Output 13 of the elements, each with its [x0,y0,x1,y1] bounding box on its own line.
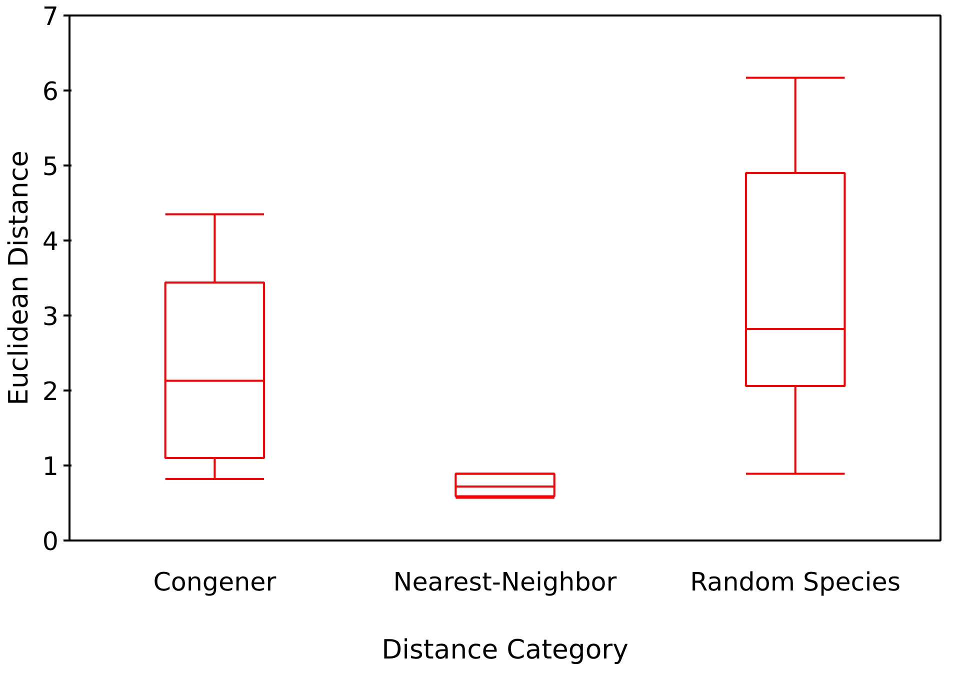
y-tick-label: 6 [42,76,59,106]
y-tick-label: 3 [42,301,59,331]
y-axis-title: Euclidean Distance [3,150,34,406]
x-tick-label: Congener [153,566,277,596]
y-tick-label: 5 [42,151,59,181]
y-tick-label: 0 [42,526,59,556]
y-tick-label: 1 [42,451,59,481]
y-tick-label: 7 [42,1,59,31]
x-tick-label: Random Species [690,566,901,596]
y-tick-label: 4 [42,226,59,256]
x-axis-title: Distance Category [382,634,628,666]
x-tick-label: Nearest-Neighbor [393,566,618,596]
y-tick-label: 2 [42,376,59,406]
